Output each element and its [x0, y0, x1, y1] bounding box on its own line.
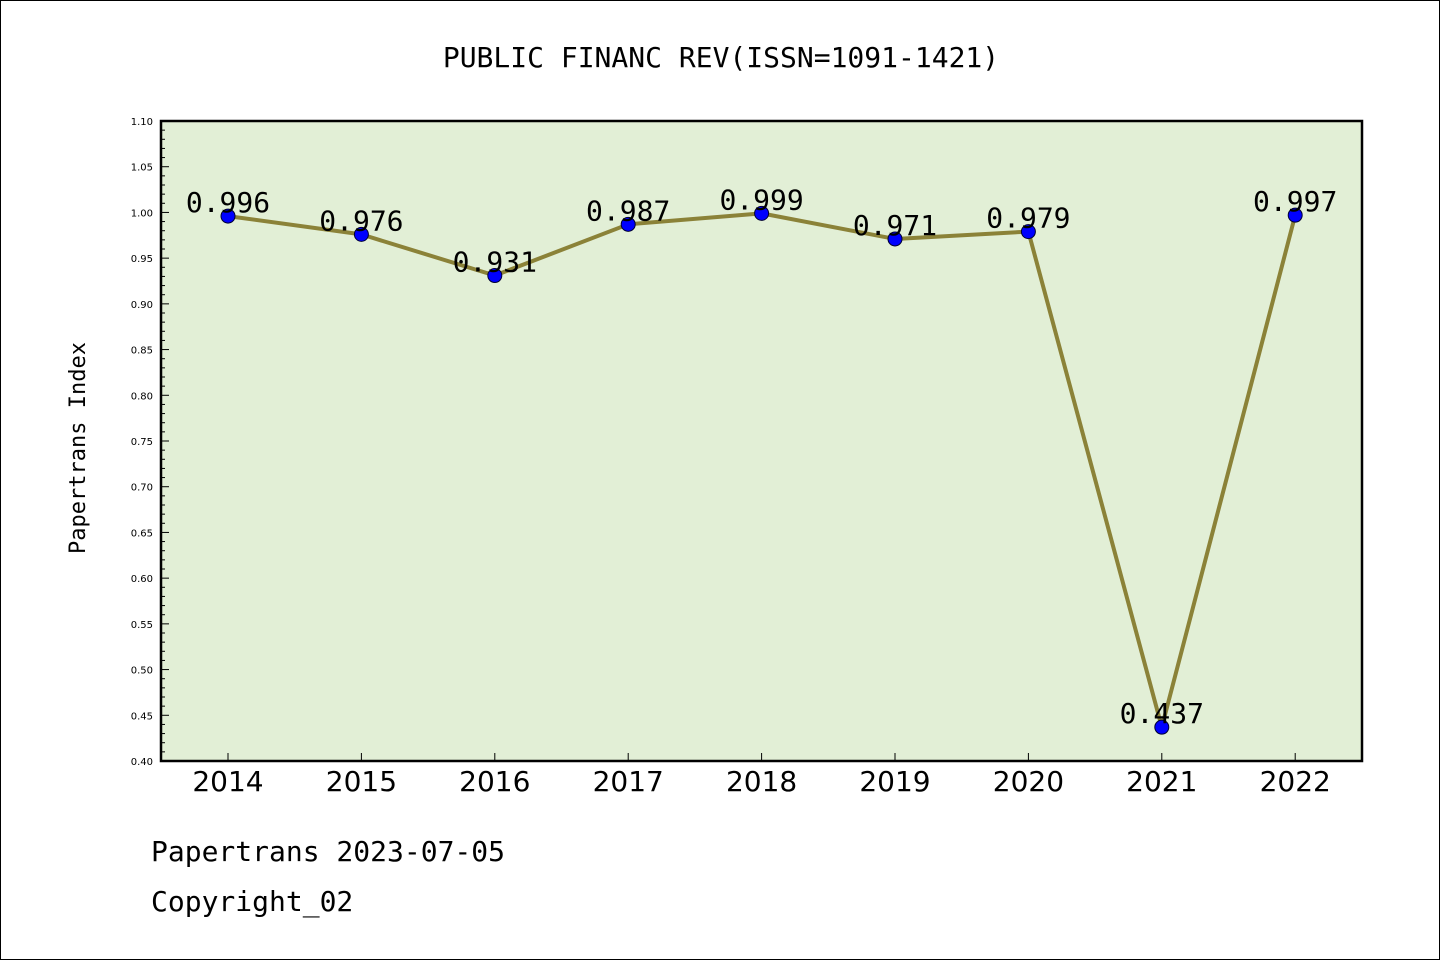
y-tick-label: 0.40 — [131, 757, 153, 768]
y-tick-label: 0.65 — [131, 528, 153, 539]
y-tick-label: 0.75 — [131, 437, 153, 448]
x-tick-label: 2020 — [993, 765, 1064, 798]
data-point-marker — [1020, 224, 1036, 240]
data-label: 0.997 — [1253, 185, 1337, 218]
y-tick-label: 0.55 — [131, 620, 153, 631]
data-point-marker — [1287, 207, 1303, 223]
data-markers — [220, 205, 1303, 735]
y-tick-label: 1.05 — [131, 163, 153, 174]
data-label: 0.976 — [319, 204, 403, 237]
y-tick-label: 0.70 — [131, 483, 153, 494]
x-tick-label: 2018 — [726, 765, 797, 798]
x-tick-label: 2021 — [1126, 765, 1197, 798]
data-labels: 0.996 0.976 0.931 0.987 0.999 0.971 0.979 0.437… — [186, 183, 1337, 730]
data-point-marker — [220, 208, 236, 224]
y-tick-label: 0.50 — [131, 666, 153, 677]
data-label: 0.979 — [986, 202, 1070, 235]
data-point-marker — [1154, 719, 1170, 735]
data-point-marker — [620, 216, 636, 232]
y-axis-label: Papertrans Index — [66, 342, 91, 554]
y-tick-label: 0.60 — [131, 574, 153, 585]
data-label: 0.971 — [853, 209, 937, 242]
y-tick-label: 1.10 — [131, 117, 153, 128]
y-tick-label: 0.45 — [131, 711, 153, 722]
y-tick-label: 1.00 — [131, 208, 153, 219]
x-tick-label: 2015 — [326, 765, 397, 798]
y-tick-label: 0.80 — [131, 391, 153, 402]
data-label: 0.996 — [186, 186, 270, 219]
y-tick-label: 0.90 — [131, 300, 153, 311]
y-tick-label: 0.85 — [131, 346, 153, 357]
data-label: 0.931 — [453, 246, 537, 279]
footer-copyright-line: Copyright_02 — [151, 885, 354, 918]
x-tick-label: 2022 — [1260, 765, 1331, 798]
plot-frame — [159, 119, 1364, 763]
data-label: 0.437 — [1120, 697, 1204, 730]
data-label: 0.987 — [586, 194, 670, 227]
y-axis-ticks: 0.40 0.45 0.50 0.55 0.60 0.65 0.70 0.75 0.80 0.85… — [131, 117, 169, 768]
data-label: 0.999 — [719, 183, 803, 216]
x-tick-label: 2017 — [593, 765, 664, 798]
chart-title: PUBLIC FINANC REV(ISSN=1091-1421) — [443, 41, 999, 74]
data-point-marker — [353, 226, 369, 242]
data-point-marker — [887, 231, 903, 247]
data-point-marker — [754, 205, 770, 221]
x-axis-ticks: 2014 2015 2016 2017 2018 2019 2020 2021 2022 — [192, 753, 1331, 798]
x-tick-label: 2019 — [859, 765, 930, 798]
x-tick-label: 2016 — [459, 765, 530, 798]
footer-date-line: Papertrans 2023-07-05 — [151, 835, 506, 868]
x-tick-label: 2014 — [192, 765, 263, 798]
data-point-marker — [487, 268, 503, 284]
y-tick-label: 0.95 — [131, 254, 153, 265]
